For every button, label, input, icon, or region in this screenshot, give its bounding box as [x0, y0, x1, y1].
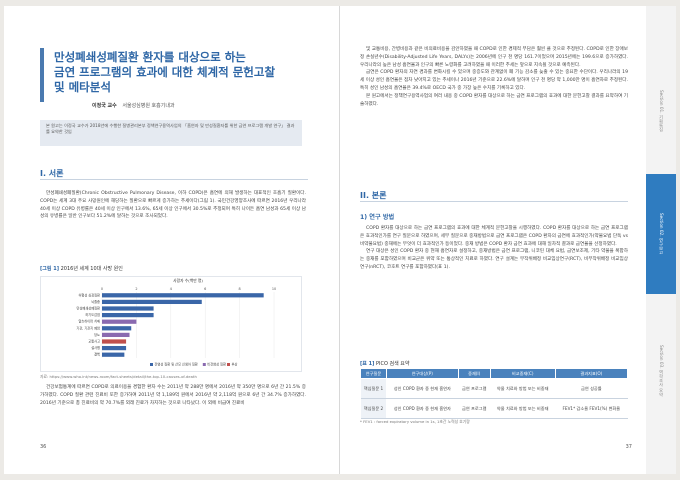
category-label: 기관, 기관지 폐암 [76, 325, 100, 330]
table-cell: 금연 프로그램 [458, 378, 491, 399]
category-label: 당뇨 [94, 332, 100, 337]
table-cell: 핵심질문 2 [360, 398, 387, 419]
figure-label: [그림 1] [40, 266, 59, 272]
article-title: 만성폐쇄성폐질환 환자를 대상으로 하는 금연 프로그램의 효과에 대한 체계적… [54, 50, 314, 95]
table-cell: 핵심질문 1 [360, 378, 387, 399]
table-row: 핵심질문 1 성인 COPD 환자 중 현재 흡연자 금연 프로그램 약물 치료… [360, 378, 628, 399]
bar [102, 332, 130, 338]
table-row: 핵심질문 2 성인 COPD 환자 중 현재 흡연자 금연 프로그램 약물 치료… [360, 398, 628, 419]
figure-source: 자료: https://www.who.int/news-room/fact-s… [40, 374, 197, 379]
table-cell: FEV1* 감소율 FEV1(%) 변화율 [555, 398, 628, 419]
category-label: 결핵 [94, 352, 100, 357]
bar [102, 299, 202, 305]
category-label: 교통사고 [88, 338, 100, 343]
bar [102, 326, 132, 331]
side-tab-section-02[interactable]: Section 02. 연구보고 [646, 174, 676, 294]
intro-text: 만성폐쇄성폐질환(Chronic Obstructive Pulmonary D… [40, 190, 306, 221]
paragraph: 만성폐쇄성폐질환(Chronic Obstructive Pulmonary D… [40, 191, 306, 220]
title-line: 금연 프로그램의 효과에 대한 체계적 문헌고찰 [54, 65, 276, 79]
section-divider [360, 201, 628, 202]
section-sidebar: Section 01. 기획특집 Section 02. 연구보고 Sectio… [646, 6, 676, 474]
bar [102, 339, 127, 344]
side-tab-section-01[interactable]: Section 01. 기획특집 [646, 66, 676, 156]
chart-title: 사망자 수(백만 명) [173, 278, 203, 283]
category-label: 하기도감염 [85, 312, 100, 317]
table-title: PICO 검색 요약 [375, 361, 410, 367]
side-tab-section-03[interactable]: Section 03. 역학조사 요약 [646, 316, 676, 426]
table-cell: 약물 치료와 방법 또는 비중재 [490, 398, 556, 419]
author-affiliation: 서울성심병원 호흡기내과 [122, 103, 175, 109]
right-page: 및 교통비용, 간병비용과 같은 비의료비용을 감안하였을 때 COPD로 인한… [340, 6, 676, 474]
legend-swatch [227, 363, 230, 366]
column-header: 연구질문 [360, 368, 387, 379]
table-label: [표 1] [360, 361, 375, 367]
left-page: 만성폐쇄성폐질환 환자를 대상으로 하는 금연 프로그램의 효과에 대한 체계적… [4, 6, 340, 474]
category-label: 설사병 [91, 345, 100, 350]
book-spread: 만성폐쇄성폐질환 환자를 대상으로 하는 금연 프로그램의 효과에 대한 체계적… [4, 6, 676, 474]
legend-swatch [150, 363, 153, 366]
tick-label: 8 [239, 287, 241, 291]
column-header: 연구대상(P) [385, 368, 459, 379]
column-header: 결과지표(O) [554, 368, 629, 379]
title-accent-bar [40, 48, 44, 102]
paragraph: 금연은 COPD 환자의 자연 경과를 변화시킬 수 있으며 중증도와 관계없이… [360, 70, 628, 91]
bar-chart: 사망자 수(백만 명) 0 2 4 6 8 10 허혈성 심장질환뇌졸중만성폐쇄성폐질환하기도… [40, 276, 302, 372]
table-footnote: * FEV1 : forced expiratory volume in 1s,… [360, 419, 470, 424]
tick-label: 0 [101, 287, 103, 291]
table-cell: 금연 성공률 [555, 378, 628, 399]
author-line: 이정국 교수 서울성심병원 호흡기내과 [92, 102, 175, 109]
tick-label: 2 [135, 287, 137, 291]
category-label: 알츠하이머 치매 [78, 319, 100, 324]
paragraph: 및 교통비용, 간병비용과 같은 비의료비용을 감안하였을 때 COPD로 인한… [360, 47, 628, 68]
table-cell: 금연 프로그램 [458, 398, 491, 419]
tick-label: 6 [204, 287, 206, 291]
column-header: 비교중재(C) [489, 368, 556, 379]
table-header-row: 연구질문 연구대상(P) 중재(I) 비교중재(C) 결과지표(O) [360, 368, 629, 379]
bottom-text: 건강보험통계에 따르면 COPD로 의료이용을 경험한 환자 수는 2011년 … [40, 384, 306, 407]
bar [102, 293, 264, 298]
abstract-box: 본 원고는 이정국 교수가 2018년에 수행한 질병관리본부 정책연구용역사업… [40, 120, 302, 146]
side-tab-label: Section 02. 연구보고 [659, 213, 664, 255]
table-caption: [표 1] PICO 검색 요약 [360, 360, 409, 367]
legend-swatch [202, 363, 206, 366]
table-cell: 약물 치료와 방법 또는 비중재 [490, 378, 556, 399]
legend-label: 전염성 질환 및 산모 신생아 질환 [155, 362, 198, 367]
category-label: 만성폐쇄성폐질환 [77, 305, 101, 310]
tick-label: 10 [272, 287, 276, 291]
legend-label: 비전염성 질환 [207, 362, 226, 367]
bar [102, 312, 154, 318]
section-heading: II. 본론 [360, 191, 387, 200]
legend-label: 부상 [232, 362, 238, 367]
pico-table: 연구질문 연구대상(P) 중재(I) 비교중재(C) 결과지표(O) 핵심질문 … [360, 368, 629, 419]
figure-title: 2016년 세계 10대 사망 원인 [60, 266, 123, 272]
category-label: 뇌졸중 [91, 299, 100, 304]
method-text: COPD 환자를 대상으로 하는 금연 프로그램의 효과에 대한 체계적 문헌고… [360, 225, 628, 272]
category-label: 허혈성 심장질환 [78, 292, 100, 297]
paragraph: 연구 대상은 성인 COPD 환자 중 현재 흡연자로 설정하고, 중재방법은 … [360, 249, 628, 270]
table-cell: 성인 COPD 환자 중 현재 흡연자 [386, 378, 459, 399]
paragraph: COPD 환자를 대상으로 하는 금연 프로그램의 효과에 대한 체계적 문헌고… [360, 226, 628, 247]
tick-label: 4 [170, 287, 172, 291]
page-number: 36 [40, 444, 47, 450]
side-tab-label: Section 01. 기획특집 [659, 90, 664, 132]
side-tab-label: Section 03. 역학조사 요약 [659, 345, 664, 397]
right-top-text: 및 교통비용, 간병비용과 같은 비의료비용을 감안하였을 때 COPD로 인한… [360, 46, 628, 108]
section-divider [40, 179, 308, 180]
page-number: 37 [625, 444, 632, 450]
title-line: 만성폐쇄성폐질환 환자를 대상으로 하는 [54, 50, 246, 64]
figure-caption: [그림 1] 2016년 세계 10대 사망 원인 [40, 265, 123, 272]
author-name: 이정국 교수 [92, 103, 117, 109]
bar [102, 345, 127, 351]
table-cell: 성인 COPD 환자 중 현재 흡연자 [386, 398, 459, 419]
bar [102, 319, 137, 324]
paragraph: 건강보험통계에 따르면 COPD로 의료이용을 경험한 환자 수는 2011년 … [40, 385, 306, 406]
paragraph: 본 원고에서는 정책연구용역사업의 여러 내용 중 COPD 환자를 대상으로 … [360, 93, 628, 107]
bar [102, 306, 154, 311]
column-header: 중재(I) [457, 368, 491, 379]
bar [102, 352, 125, 357]
section-heading: I. 서론 [40, 169, 64, 178]
title-line: 및 메타분석 [54, 80, 111, 94]
subsection-heading: 1) 연구 방법 [360, 214, 395, 221]
